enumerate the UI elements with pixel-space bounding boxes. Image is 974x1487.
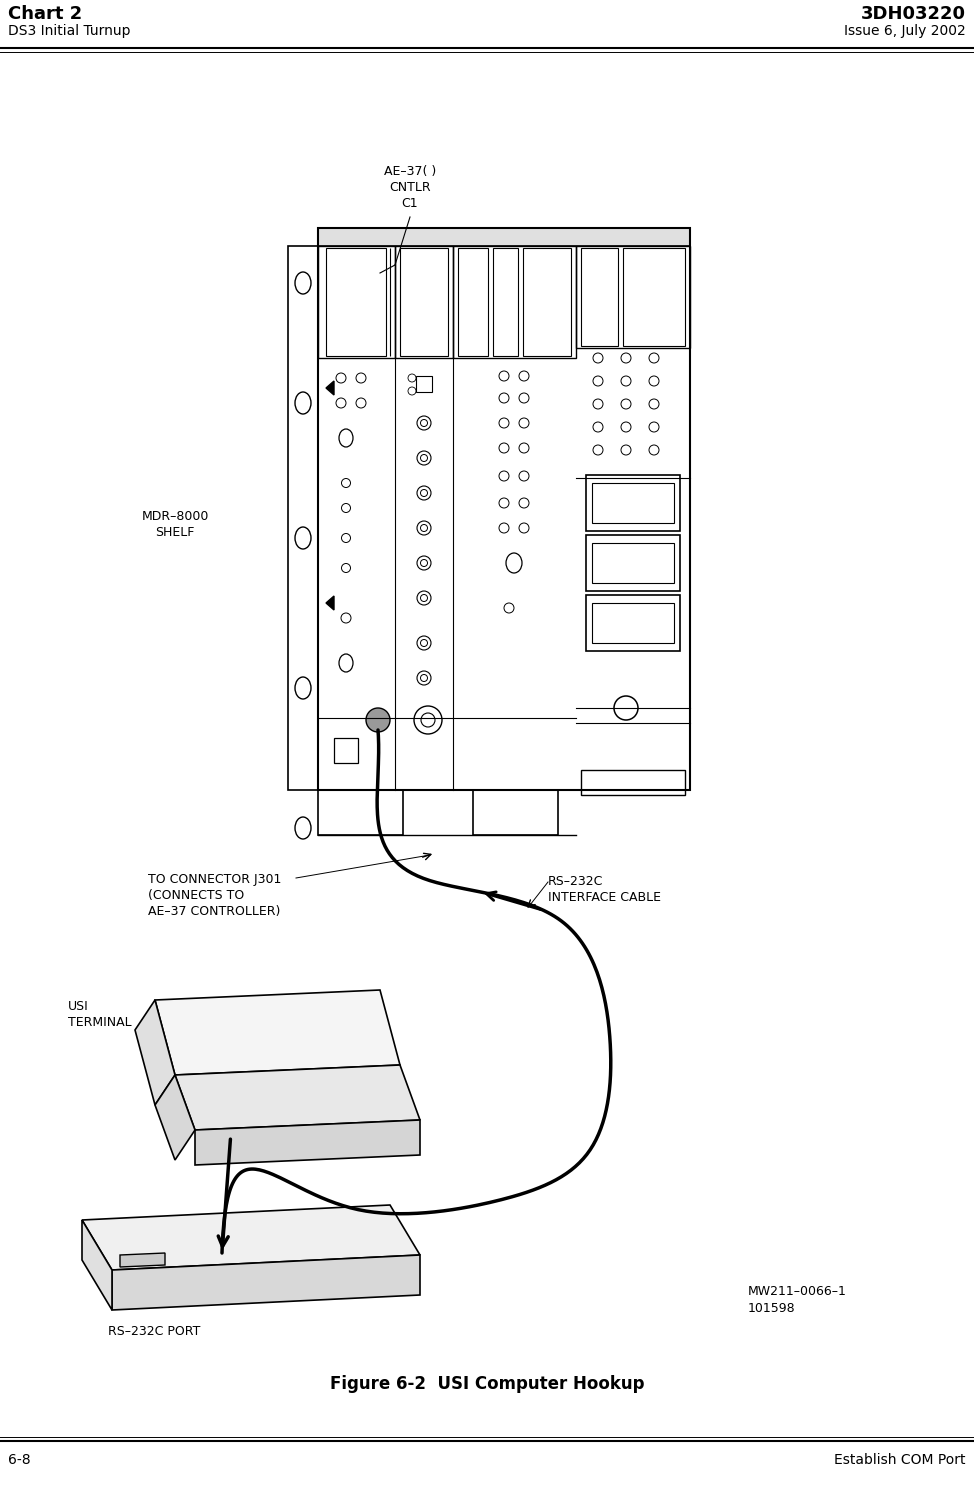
Polygon shape: [112, 1255, 420, 1310]
Bar: [623, 248, 685, 346]
Polygon shape: [120, 1254, 165, 1267]
Bar: [318, 228, 690, 245]
Polygon shape: [195, 1120, 420, 1164]
Text: DS3 Initial Turnup: DS3 Initial Turnup: [8, 24, 131, 39]
Bar: [586, 595, 680, 651]
Bar: [581, 770, 685, 796]
Bar: [586, 535, 680, 590]
Bar: [581, 248, 618, 346]
Polygon shape: [155, 1075, 195, 1160]
Text: 6-8: 6-8: [8, 1453, 30, 1468]
Bar: [318, 790, 403, 836]
Bar: [576, 245, 690, 348]
Bar: [592, 543, 674, 583]
Bar: [395, 245, 453, 358]
Text: Figure 6-2  USI Computer Hookup: Figure 6-2 USI Computer Hookup: [330, 1375, 644, 1393]
Bar: [318, 228, 690, 790]
Bar: [586, 474, 680, 531]
Bar: [326, 248, 386, 355]
Text: TO CONNECTOR J301
(CONNECTS TO
AE–37 CONTROLLER): TO CONNECTOR J301 (CONNECTS TO AE–37 CON…: [148, 873, 281, 917]
Polygon shape: [326, 596, 334, 610]
Text: Chart 2: Chart 2: [8, 4, 82, 22]
Text: MDR–8000
SHELF: MDR–8000 SHELF: [141, 510, 208, 538]
Bar: [473, 790, 558, 836]
Bar: [592, 604, 674, 642]
Polygon shape: [326, 381, 334, 396]
Text: Establish COM Port: Establish COM Port: [835, 1453, 966, 1468]
Bar: [453, 245, 576, 358]
Bar: [523, 248, 571, 355]
Bar: [318, 245, 395, 358]
Polygon shape: [135, 999, 175, 1105]
Bar: [334, 738, 358, 763]
Bar: [416, 376, 432, 393]
Polygon shape: [82, 1204, 420, 1270]
Polygon shape: [175, 1065, 420, 1130]
Circle shape: [366, 708, 390, 732]
Text: RS–232C PORT: RS–232C PORT: [108, 1325, 201, 1338]
Text: 3DH03220: 3DH03220: [861, 4, 966, 22]
Text: Issue 6, July 2002: Issue 6, July 2002: [844, 24, 966, 39]
Polygon shape: [155, 990, 400, 1075]
Text: AE–37( )
CNTLR
C1: AE–37( ) CNTLR C1: [384, 165, 436, 210]
Text: USI
TERMINAL: USI TERMINAL: [68, 999, 131, 1029]
Text: MW211–0066–1
101598: MW211–0066–1 101598: [748, 1285, 846, 1315]
Bar: [493, 248, 518, 355]
Bar: [400, 248, 448, 355]
Bar: [592, 483, 674, 523]
Bar: [458, 248, 488, 355]
Polygon shape: [82, 1219, 112, 1310]
Text: RS–232C
INTERFACE CABLE: RS–232C INTERFACE CABLE: [548, 874, 661, 904]
Bar: [288, 245, 318, 790]
